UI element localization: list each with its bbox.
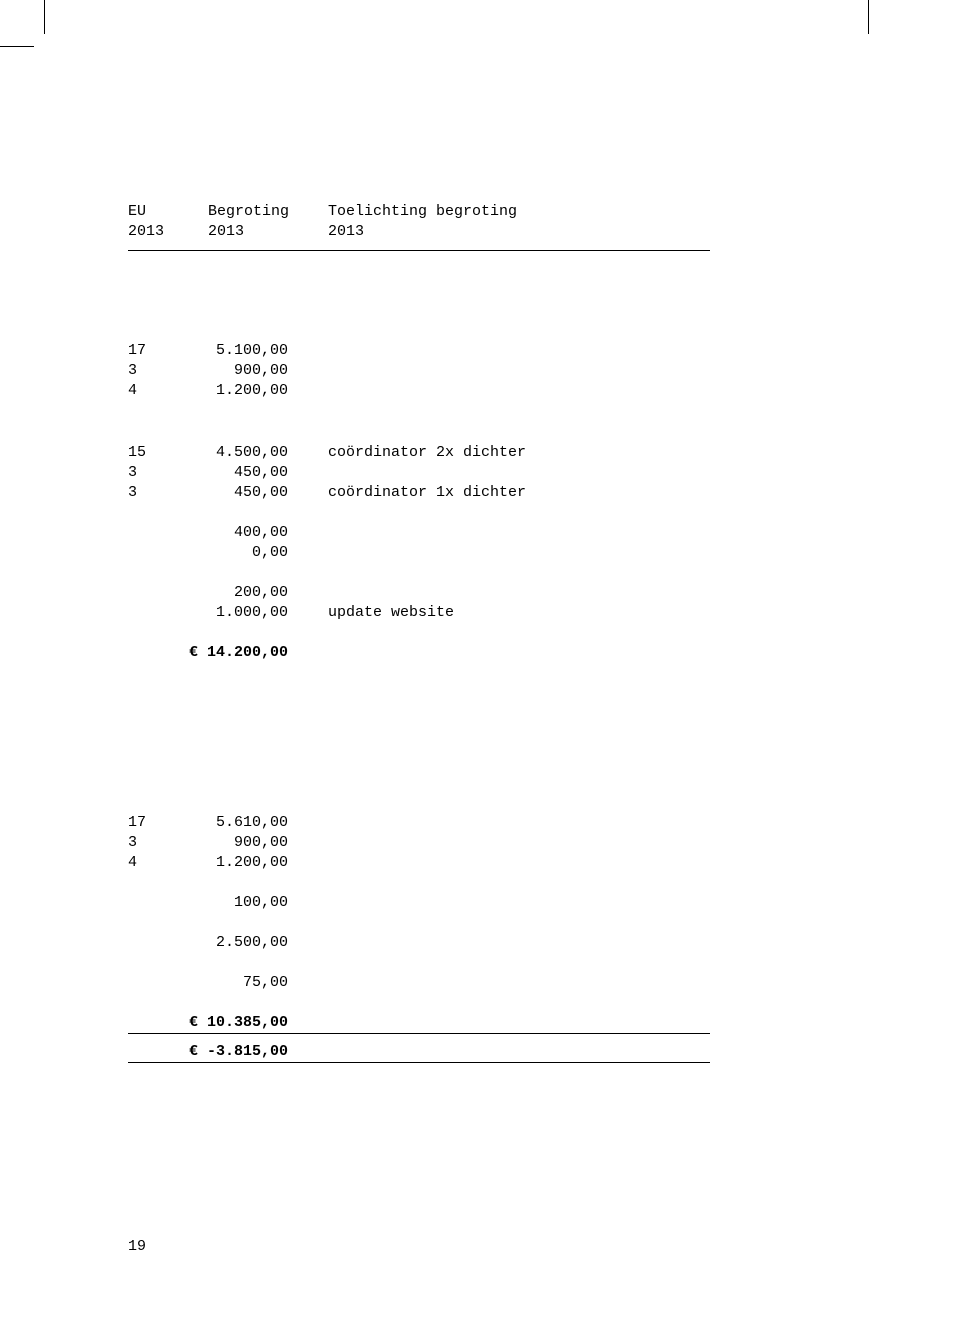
table-row: 3 450,00	[128, 463, 828, 483]
cell-c3	[308, 463, 828, 483]
table-row: 4 1.200,00	[128, 853, 828, 873]
cell-c1	[128, 523, 188, 543]
cell-c2: 900,00	[188, 361, 308, 381]
cell-c2: 1.200,00	[188, 853, 308, 873]
cell-c3	[308, 973, 828, 993]
header-col1: EU	[128, 202, 208, 222]
page-number: 19	[128, 1238, 146, 1255]
table-row: 400,00	[128, 523, 828, 543]
cell-total: € 10.385,00	[188, 1013, 308, 1033]
table-row: 3 900,00	[128, 361, 828, 381]
cell-c2: 5.100,00	[188, 341, 308, 361]
table-row: 0,00	[128, 543, 828, 563]
cell-c3	[308, 381, 828, 401]
cell-c3: update website	[308, 603, 828, 623]
table-row: 3 450,00 coördinator 1x dichter	[128, 483, 828, 503]
table-row: 17 5.100,00	[128, 341, 828, 361]
cell-c1: 3	[128, 463, 188, 483]
cell-c1: 3	[128, 833, 188, 853]
cell-c1	[128, 583, 188, 603]
cell-c2: 2.500,00	[188, 933, 308, 953]
table-row: 3 900,00	[128, 833, 828, 853]
total-row: € 10.385,00	[128, 1013, 828, 1033]
cell-c1	[128, 933, 188, 953]
cell-c3	[308, 933, 828, 953]
cell-c1: 15	[128, 443, 188, 463]
cell-c1	[128, 603, 188, 623]
cell-c2: 900,00	[188, 833, 308, 853]
total-row: € -3.815,00	[128, 1042, 828, 1062]
cell-c1: 17	[128, 813, 188, 833]
cell-c2: 450,00	[188, 483, 308, 503]
header-col3: 2013	[328, 222, 828, 242]
header-col3: Toelichting begroting	[328, 202, 828, 222]
cell-c3	[308, 893, 828, 913]
cell-c3: coördinator 1x dichter	[308, 483, 828, 503]
cell-c1	[128, 973, 188, 993]
cell-c3	[308, 583, 828, 603]
cell-c1	[128, 1013, 188, 1033]
header-col2: Begroting	[208, 202, 328, 222]
table-row: 2.500,00	[128, 933, 828, 953]
cell-total: € 14.200,00	[188, 643, 308, 663]
cell-c3	[308, 523, 828, 543]
table-header-row: EU Begroting Toelichting begroting	[128, 202, 828, 222]
divider	[128, 1062, 710, 1063]
cell-c3	[308, 833, 828, 853]
total-row: € 14.200,00	[128, 643, 828, 663]
cell-c1	[128, 543, 188, 563]
cell-c2: 100,00	[188, 893, 308, 913]
cell-c2: 1.000,00	[188, 603, 308, 623]
cell-c1: 3	[128, 483, 188, 503]
cell-c3	[308, 813, 828, 833]
header-col1: 2013	[128, 222, 208, 242]
cell-c3	[308, 643, 828, 663]
cell-c1	[128, 643, 188, 663]
cell-c2: 400,00	[188, 523, 308, 543]
table-row: 17 5.610,00	[128, 813, 828, 833]
cell-c3	[308, 1042, 828, 1062]
cell-c2: 450,00	[188, 463, 308, 483]
cell-c1: 17	[128, 341, 188, 361]
cell-c2: 75,00	[188, 973, 308, 993]
cell-c3	[308, 853, 828, 873]
cell-c1: 4	[128, 381, 188, 401]
cell-total: € -3.815,00	[188, 1042, 308, 1062]
table-row: 100,00	[128, 893, 828, 913]
table-row: 75,00	[128, 973, 828, 993]
document-content: EU Begroting Toelichting begroting 2013 …	[128, 202, 828, 1063]
cell-c3	[308, 361, 828, 381]
cell-c2: 4.500,00	[188, 443, 308, 463]
cell-c3	[308, 543, 828, 563]
cell-c2: 200,00	[188, 583, 308, 603]
cell-c1: 4	[128, 853, 188, 873]
cell-c1	[128, 893, 188, 913]
table-row: 4 1.200,00	[128, 381, 828, 401]
cell-c3	[308, 1013, 828, 1033]
cell-c2: 0,00	[188, 543, 308, 563]
cell-c3	[308, 341, 828, 361]
table-header-row: 2013 2013 2013	[128, 222, 828, 242]
cell-c1: 3	[128, 361, 188, 381]
cell-c3: coördinator 2x dichter	[308, 443, 828, 463]
cell-c1	[128, 1042, 188, 1062]
table-row: 1.000,00 update website	[128, 603, 828, 623]
table-row: 200,00	[128, 583, 828, 603]
cell-c2: 5.610,00	[188, 813, 308, 833]
cell-c2: 1.200,00	[188, 381, 308, 401]
header-col2: 2013	[208, 222, 328, 242]
table-row: 15 4.500,00 coördinator 2x dichter	[128, 443, 828, 463]
